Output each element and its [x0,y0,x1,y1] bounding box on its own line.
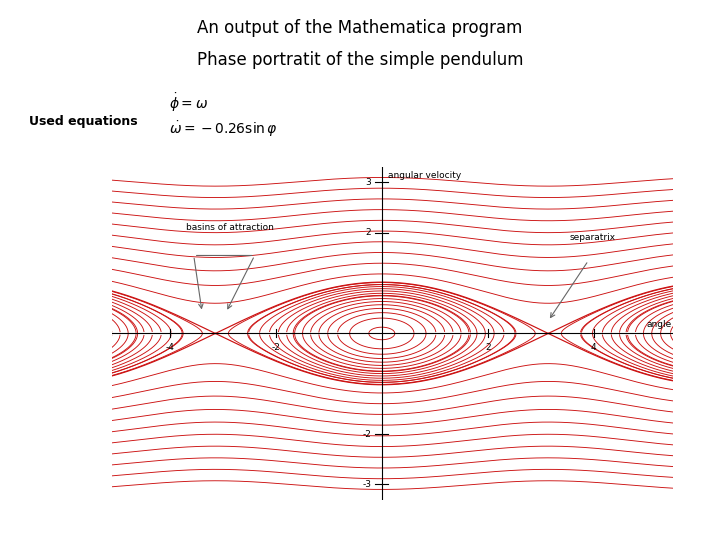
Text: Used equations: Used equations [29,115,138,128]
Text: angle: angle [647,320,672,329]
Text: 2: 2 [485,342,490,352]
Text: 3: 3 [366,178,372,187]
Text: 4: 4 [591,342,597,352]
Text: -3: -3 [362,480,372,489]
Text: angular velocity: angular velocity [388,171,462,180]
Text: -2: -2 [362,430,372,438]
Text: separatrix: separatrix [570,233,616,242]
Text: $\dot{\omega} = -0.26\sin\varphi$: $\dot{\omega} = -0.26\sin\varphi$ [169,120,278,139]
Text: 2: 2 [366,228,372,237]
Text: basins of attraction: basins of attraction [186,224,274,232]
Text: -4: -4 [166,342,174,352]
Text: $\dot{\phi} = \omega$: $\dot{\phi} = \omega$ [169,91,208,114]
Text: -2: -2 [271,342,280,352]
Text: Phase portratit of the simple pendulum: Phase portratit of the simple pendulum [197,51,523,69]
Text: An output of the Mathematica program: An output of the Mathematica program [197,19,523,37]
